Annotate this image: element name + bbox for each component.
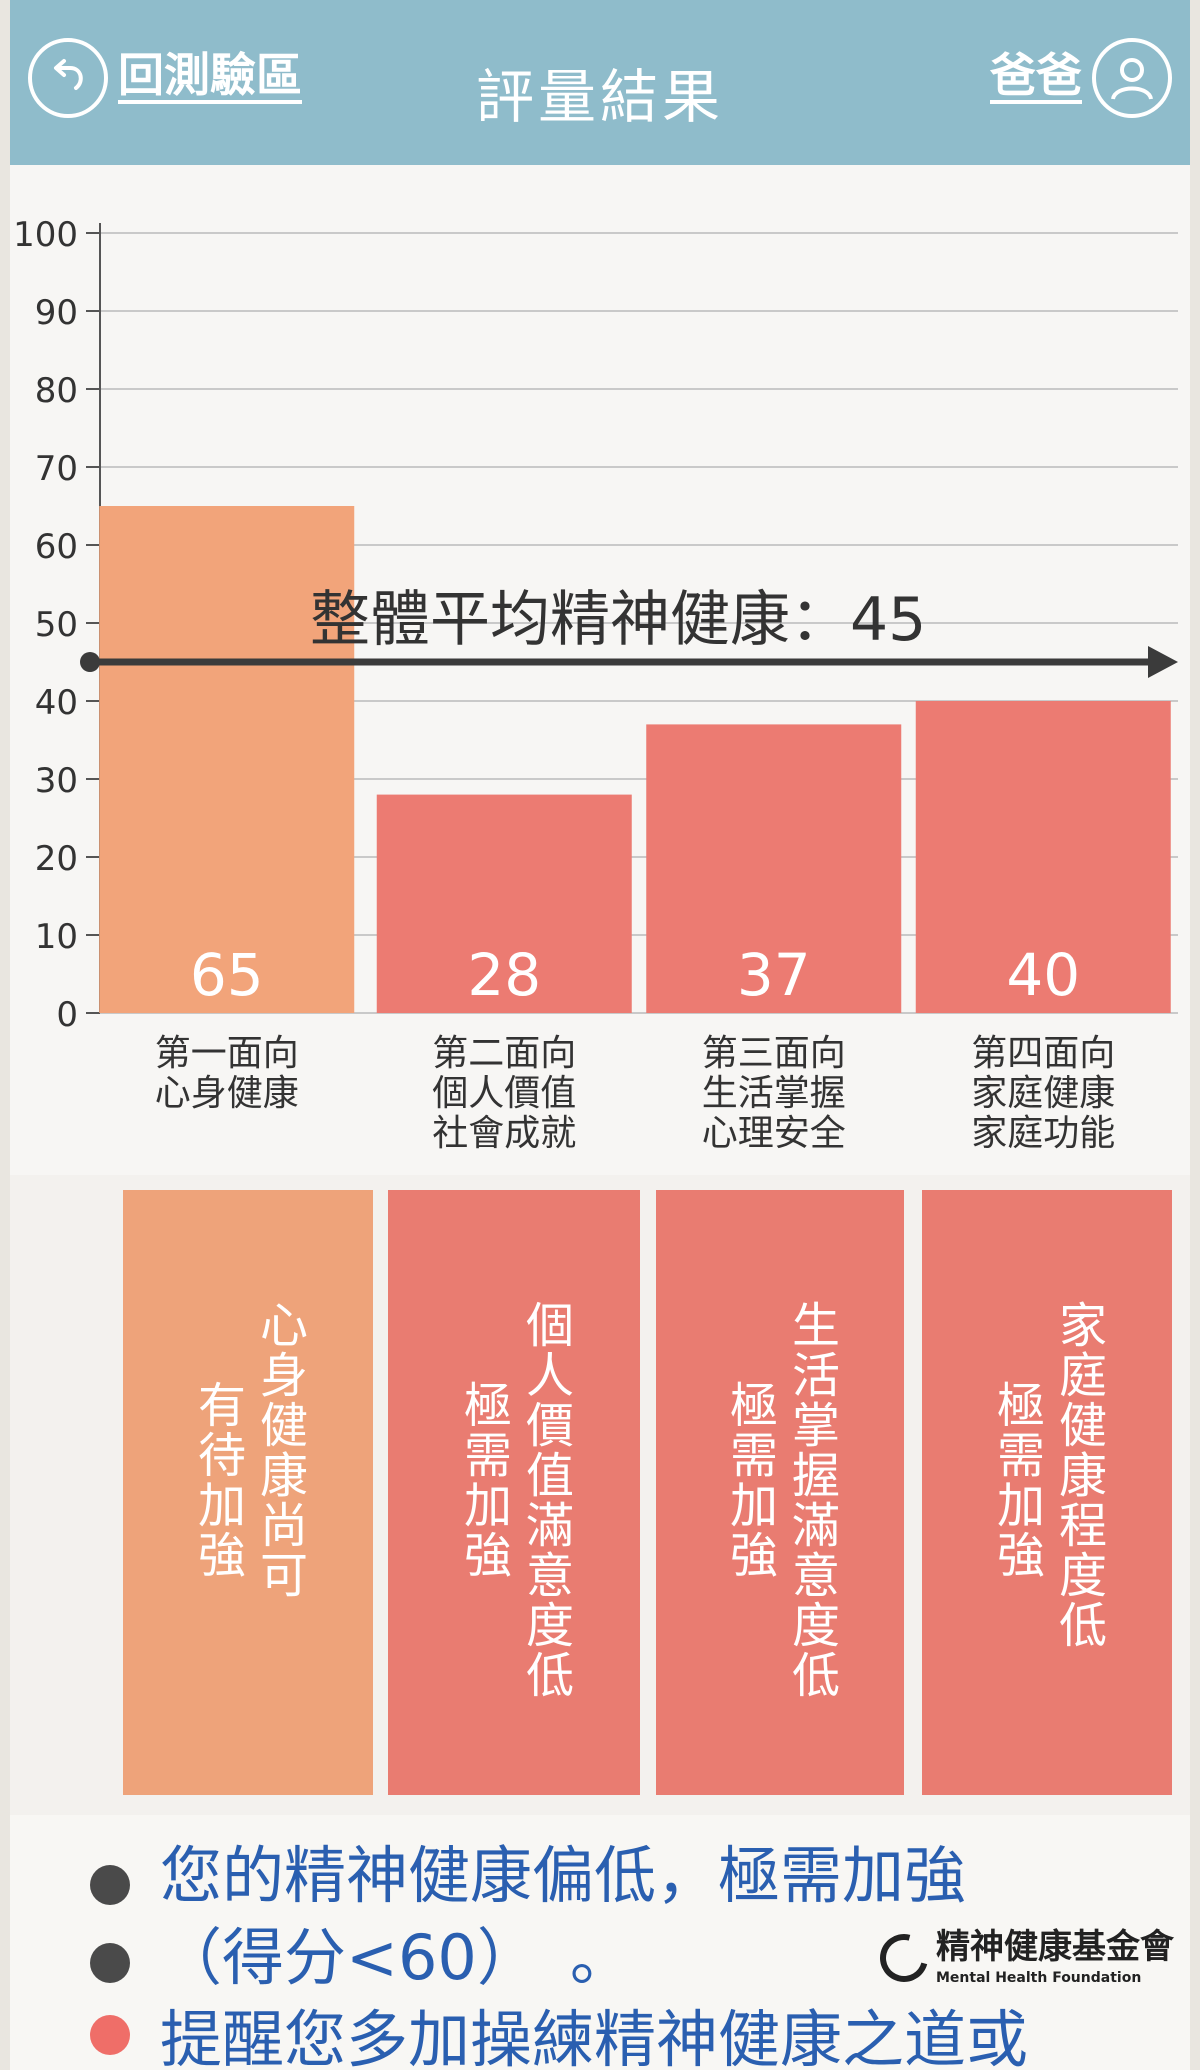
- foundation-name-en: Mental Health Foundation: [936, 1970, 1142, 1986]
- foundation-logo-icon: [871, 1925, 937, 1991]
- advice-line-1: 您的精神健康偏低，極需加強: [160, 1839, 967, 1912]
- x-tick-label-4-1: 第四面向: [971, 1033, 1115, 1074]
- advice-line-3: 提醒您多加操練精神健康之道或: [160, 2003, 1029, 2070]
- result-card-4: 家庭健康程度低 極需加強: [922, 1190, 1172, 1795]
- y-tick-label: 10: [35, 917, 78, 957]
- back-arrow-icon: [28, 38, 108, 118]
- footer-dot-2: [90, 1943, 130, 1983]
- advice-text: 您的精神健康偏低，極需加強 （得分<60） 。 提醒您多加操練精神健康之道或: [160, 1835, 1028, 2070]
- x-tick-label-3-1: 第三面向: [702, 1033, 846, 1074]
- result-card-1-line-2: 有待加強: [189, 1380, 245, 1580]
- x-tick-label-1-1: 第一面向: [155, 1033, 299, 1074]
- result-cards: 心身健康尚可 有待加強 個人價值滿意度低 極需加強 生活掌握滿意度低 極需加強 家庭健康程度…: [10, 1175, 1190, 1815]
- x-tick-label-4-3: 家庭功能: [971, 1113, 1115, 1154]
- result-card-2-line-2: 極需加強: [455, 1380, 511, 1580]
- average-label: 整體平均精神健康：45: [310, 585, 926, 655]
- average-line-start-dot: [80, 652, 100, 672]
- x-tick-label-4-2: 家庭健康: [971, 1073, 1115, 1114]
- user-profile-button[interactable]: 爸爸: [990, 38, 1172, 118]
- y-tick-label: 20: [35, 839, 78, 879]
- x-tick-label-3-3: 心理安全: [702, 1113, 846, 1154]
- header-bar: 回測驗區 評量結果 爸爸: [10, 0, 1190, 165]
- back-button-label: 回測驗區: [118, 48, 302, 104]
- footer-dot-1: [90, 1865, 130, 1905]
- x-tick-label-1-2: 心身健康: [155, 1073, 299, 1114]
- footer-dot-3: [90, 2015, 130, 2055]
- y-tick-label: 0: [56, 995, 78, 1035]
- x-tick-label-2-2: 個人價值: [432, 1073, 576, 1114]
- x-tick-label-3-2: 生活掌握: [702, 1073, 846, 1114]
- result-card-4-line-2: 極需加強: [988, 1380, 1044, 1580]
- y-tick-label: 60: [35, 527, 78, 567]
- bar-2: [376, 794, 632, 1013]
- result-card-3-line-2: 極需加強: [721, 1380, 777, 1580]
- score-bar-chart: 0 10 20 30 40 50 60 70 80 90 100 65 第一面向 心身健康 28 第二面向 個人…: [10, 165, 1190, 1175]
- user-name-label: 爸爸: [990, 48, 1082, 104]
- x-tick-label-2-1: 第二面向: [432, 1033, 576, 1074]
- result-card-1: 心身健康尚可 有待加強: [123, 1190, 373, 1795]
- y-tick-label: 90: [35, 293, 78, 333]
- y-tick-label: 40: [35, 683, 78, 723]
- app-screen: 回測驗區 評量結果 爸爸 0 10 20 30 40 50 60 70 80 90 100 65 第一面…: [10, 0, 1190, 2070]
- result-card-3: 生活掌握滿意度低 極需加強: [656, 1190, 904, 1795]
- bar-1: [99, 506, 355, 1013]
- bar-value-label-2: 28: [467, 941, 541, 1009]
- result-card-2: 個人價值滿意度低 極需加強: [388, 1190, 640, 1795]
- result-card-1-line-1: 心身健康尚可: [251, 1300, 307, 1600]
- bar-value-label-3: 37: [737, 941, 811, 1009]
- y-tick-label: 70: [35, 449, 78, 489]
- result-card-2-line-1: 個人價值滿意度低: [517, 1300, 573, 1700]
- bar-3: [646, 724, 902, 1013]
- footer-message: 您的精神健康偏低，極需加強 （得分<60） 。 提醒您多加操練精神健康之道或 精…: [10, 1815, 1190, 2070]
- x-tick-label-2-3: 社會成就: [432, 1113, 576, 1154]
- y-tick-label: 50: [35, 605, 78, 645]
- y-tick-label: 80: [35, 371, 78, 411]
- bar-4: [915, 701, 1171, 1013]
- advice-line-2: （得分<60） 。: [160, 1921, 632, 1994]
- y-tick-label: 100: [13, 215, 78, 255]
- y-tick-label: 30: [35, 761, 78, 801]
- page-title: 評量結果: [475, 63, 724, 131]
- bar-value-label-4: 40: [1006, 941, 1080, 1009]
- result-card-3-line-1: 生活掌握滿意度低: [783, 1300, 839, 1700]
- foundation-logo: 精神健康基金會 Mental Health Foundation: [871, 1925, 1174, 1991]
- back-to-test-button[interactable]: 回測驗區: [28, 38, 302, 118]
- foundation-name-zh: 精神健康基金會: [936, 1927, 1174, 1967]
- bar-value-label-1: 65: [190, 941, 264, 1009]
- average-arrow-icon: [1148, 646, 1178, 678]
- result-card-4-line-1: 家庭健康程度低: [1050, 1300, 1106, 1650]
- user-avatar-icon: [1092, 38, 1172, 118]
